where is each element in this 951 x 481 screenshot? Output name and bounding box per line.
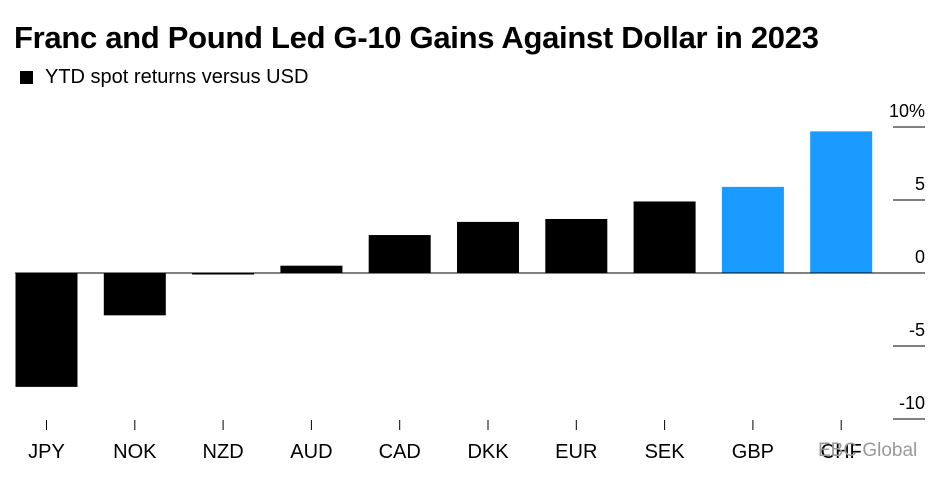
bar-nzd <box>192 273 255 275</box>
x-tick-label: GBP <box>732 441 774 463</box>
bar-nok <box>103 273 166 316</box>
x-tick-label: CAD <box>379 441 421 463</box>
y-tick-label: 10% <box>889 101 925 121</box>
y-tick-label: -5 <box>909 320 925 340</box>
legend: YTD spot returns versus USD <box>20 66 308 89</box>
bar-dkk <box>457 221 519 273</box>
x-tick-label: DKK <box>467 441 509 463</box>
x-tick-label: NZD <box>203 441 244 463</box>
bar-cad <box>368 235 431 273</box>
bar-sek <box>633 201 696 273</box>
x-tick-label: EUR <box>555 441 597 463</box>
x-tick-label: AUD <box>290 441 332 463</box>
legend-swatch <box>20 71 33 84</box>
x-tick-label: JPY <box>28 441 65 463</box>
x-tick-label: SEK <box>645 441 686 463</box>
x-tick-label: CHF <box>821 441 862 463</box>
chart-title: Franc and Pound Led G-10 Gains Against D… <box>14 20 819 55</box>
bar-aud <box>280 265 343 273</box>
bar-chf <box>810 131 873 273</box>
y-tick-label: 0 <box>915 247 925 267</box>
legend-label: YTD spot returns versus USD <box>45 66 309 88</box>
y-tick-label: 5 <box>915 174 925 194</box>
x-tick-label: NOK <box>113 441 157 463</box>
watermark: EBC Global <box>818 440 918 461</box>
y-tick-label: -10 <box>899 393 925 413</box>
bar-gbp <box>721 186 784 273</box>
bar-eur <box>545 218 608 273</box>
bar-jpy <box>15 273 78 387</box>
